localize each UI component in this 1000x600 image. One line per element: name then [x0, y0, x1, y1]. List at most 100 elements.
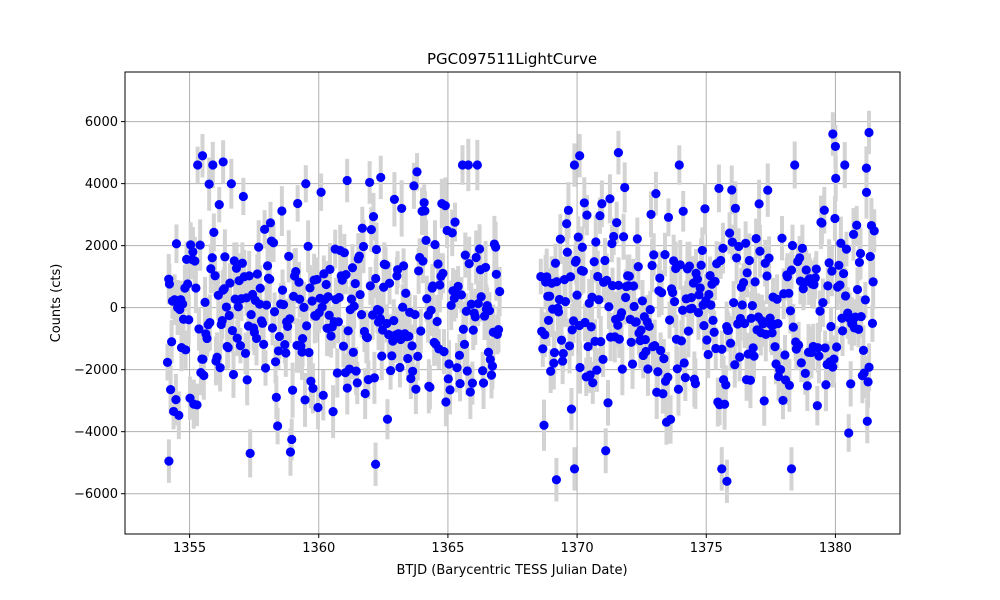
data-point	[655, 273, 665, 283]
data-point	[828, 129, 838, 139]
data-point	[786, 265, 797, 275]
data-point	[267, 323, 278, 333]
data-point	[354, 251, 364, 261]
data-point	[697, 245, 707, 256]
data-point	[620, 182, 630, 193]
data-point	[224, 310, 234, 321]
y-tick-label: 4000	[85, 177, 118, 192]
data-point	[199, 370, 209, 381]
data-point	[604, 302, 614, 312]
data-point	[835, 280, 845, 290]
data-point	[287, 434, 297, 445]
data-point	[265, 274, 275, 284]
data-point	[341, 270, 351, 280]
data-point	[569, 464, 580, 474]
data-point	[614, 334, 624, 344]
data-point	[214, 200, 224, 210]
data-point	[325, 264, 335, 274]
data-point	[651, 189, 661, 199]
data-point	[306, 376, 316, 386]
data-point	[202, 333, 212, 344]
data-point	[446, 300, 456, 311]
data-point	[273, 421, 283, 431]
data-point	[578, 266, 588, 276]
chart-title: PGC097511LightCurve	[427, 50, 597, 68]
data-point	[165, 385, 176, 395]
data-point	[473, 299, 483, 309]
data-point	[646, 209, 656, 220]
data-point	[443, 374, 453, 384]
data-point	[178, 299, 188, 309]
data-point	[193, 160, 203, 170]
x-axis-ticks: 1355 1360 1365 1370 1375 1380	[173, 534, 852, 556]
data-point	[735, 352, 745, 362]
data-point	[813, 343, 823, 353]
data-point	[397, 203, 407, 214]
data-point	[293, 198, 303, 209]
data-point	[864, 127, 874, 138]
data-point	[546, 366, 556, 376]
data-point	[841, 244, 852, 254]
data-point	[762, 271, 772, 281]
data-point	[254, 299, 265, 309]
data-point	[470, 312, 480, 322]
data-point	[238, 191, 248, 202]
data-point	[352, 378, 362, 388]
data-point	[206, 264, 216, 274]
data-point	[439, 347, 449, 357]
data-point	[389, 194, 400, 204]
data-point	[628, 281, 639, 291]
data-point	[217, 315, 227, 326]
data-point	[416, 326, 426, 336]
plot-frame	[124, 71, 901, 535]
data-point	[257, 318, 268, 328]
data-point	[260, 363, 271, 373]
data-point	[732, 253, 742, 263]
data-point	[658, 389, 668, 399]
data-point	[285, 314, 295, 324]
data-point	[640, 334, 650, 345]
x-axis-label: BTJD (Barycentric TESS Julian Date)	[396, 563, 627, 578]
data-point	[861, 163, 872, 173]
data-point	[784, 288, 794, 298]
data-point	[333, 317, 343, 327]
x-tick-label: 1375	[690, 541, 723, 556]
data-point	[284, 251, 294, 261]
data-point	[722, 476, 732, 486]
data-point	[478, 366, 488, 376]
data-point	[254, 242, 264, 252]
data-point	[643, 364, 653, 374]
data-point	[195, 240, 205, 250]
data-point	[212, 352, 222, 362]
data-point	[278, 300, 289, 310]
data-point	[709, 327, 719, 337]
data-point	[767, 328, 777, 338]
data-point	[389, 316, 399, 326]
data-point	[435, 280, 445, 290]
data-point	[724, 228, 735, 238]
data-point	[596, 337, 606, 347]
data-point	[445, 385, 455, 395]
data-point	[809, 280, 819, 290]
data-point	[702, 335, 712, 345]
data-point	[729, 298, 739, 308]
data-point	[458, 324, 468, 334]
data-point	[302, 321, 312, 331]
data-point	[426, 305, 436, 315]
data-point	[456, 290, 467, 300]
data-point	[261, 300, 272, 310]
data-point	[660, 250, 670, 260]
data-point	[597, 199, 607, 209]
data-point	[246, 309, 256, 320]
data-point	[748, 343, 758, 353]
x-tick-label: 1380	[819, 541, 852, 556]
data-point	[307, 296, 317, 306]
data-point	[219, 284, 229, 294]
data-point	[668, 287, 678, 298]
data-point	[209, 227, 219, 237]
data-point	[338, 341, 349, 351]
data-point	[840, 291, 851, 301]
data-point	[723, 325, 734, 335]
data-point	[751, 233, 761, 244]
